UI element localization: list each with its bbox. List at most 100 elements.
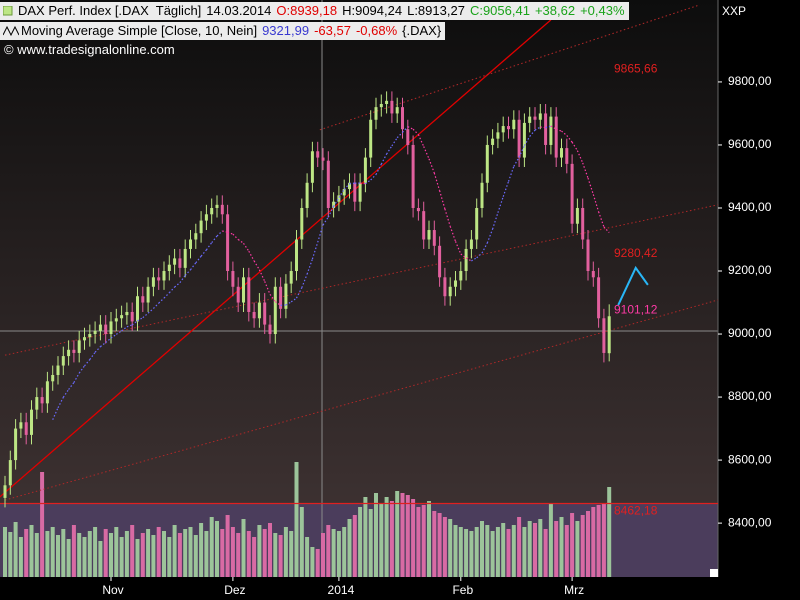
candle-body bbox=[448, 286, 452, 297]
volume-bar bbox=[331, 529, 336, 577]
candle-body bbox=[183, 248, 187, 268]
indicator-name: Moving Average Simple [Close, 10, Nein] bbox=[21, 23, 258, 38]
ma-segment bbox=[486, 228, 494, 244]
quote-header: DAX Perf. Index [.DAX Täglich] 14.03.201… bbox=[0, 2, 629, 20]
ma-segment bbox=[105, 337, 112, 344]
volume-bar bbox=[103, 529, 108, 577]
volume-bar bbox=[559, 517, 564, 577]
volume-bar bbox=[13, 522, 18, 577]
forecast-line bbox=[617, 265, 649, 306]
volume-bar bbox=[538, 519, 543, 577]
candle-body bbox=[332, 201, 336, 208]
y-tick-label: 9600,00 bbox=[728, 137, 772, 151]
ma-segment bbox=[184, 269, 191, 276]
ma-segment bbox=[152, 302, 160, 309]
ma-segment bbox=[190, 262, 197, 271]
volume-bar bbox=[246, 531, 251, 577]
volume-bar bbox=[8, 532, 13, 577]
x-tick-label: Dez bbox=[224, 583, 245, 597]
ma-segment bbox=[142, 312, 149, 319]
ma-segment bbox=[550, 125, 557, 130]
volume-bar bbox=[607, 487, 612, 577]
volume-bar bbox=[548, 503, 553, 577]
ma-segment bbox=[62, 389, 70, 398]
volume-bar bbox=[554, 521, 559, 577]
ma-segment bbox=[306, 258, 313, 275]
candle-body bbox=[512, 119, 516, 130]
candle-body bbox=[268, 324, 272, 335]
ma-segment bbox=[534, 126, 541, 131]
volume-bar bbox=[464, 529, 469, 577]
ma-segment bbox=[365, 179, 372, 185]
trend-line bbox=[319, 4, 700, 131]
candle-body bbox=[575, 207, 579, 224]
candle-body bbox=[522, 122, 526, 158]
volume-bar bbox=[421, 505, 426, 577]
volume-bar bbox=[448, 519, 453, 577]
y-axis-title: XXP bbox=[722, 4, 746, 18]
candle-body bbox=[464, 248, 468, 272]
indicator-header: Moving Average Simple [Close, 10, Nein] … bbox=[0, 22, 446, 40]
candle-body bbox=[77, 340, 81, 353]
indicator-value: 9321,99 bbox=[262, 23, 310, 38]
ma-segment bbox=[529, 129, 536, 137]
volume-bar bbox=[29, 525, 34, 577]
candle-body bbox=[130, 311, 134, 322]
volume-bar bbox=[268, 523, 272, 577]
candle-body bbox=[51, 375, 55, 382]
y-tick-label: 8800,00 bbox=[728, 389, 772, 403]
x-tick-label: Feb bbox=[452, 583, 473, 597]
volume-bar bbox=[575, 521, 580, 577]
volume-bar bbox=[427, 501, 431, 577]
volume-bar bbox=[596, 505, 601, 577]
candle-body bbox=[554, 116, 558, 158]
x-tick-label: Mrz bbox=[564, 583, 584, 597]
ma-segment bbox=[232, 233, 239, 240]
trend-line bbox=[4, 299, 718, 501]
candle-body bbox=[326, 160, 330, 208]
level-label: 9280,42 bbox=[614, 246, 658, 260]
quote-close: C:9056,41 bbox=[469, 3, 530, 18]
candle-body bbox=[61, 356, 65, 366]
ma-segment bbox=[417, 134, 425, 147]
volume-bar bbox=[24, 529, 29, 577]
ma-segment bbox=[343, 183, 350, 190]
volume-bar bbox=[315, 549, 320, 577]
ma-segment bbox=[264, 281, 271, 295]
volume-bar bbox=[204, 531, 209, 577]
ma-segment bbox=[386, 145, 393, 155]
candle-body bbox=[581, 207, 585, 240]
candle-body bbox=[3, 485, 7, 498]
volume-bar bbox=[570, 513, 575, 577]
candle-body bbox=[528, 116, 532, 123]
candle-body bbox=[226, 214, 230, 272]
ma-segment bbox=[433, 172, 441, 191]
volume-bar bbox=[405, 495, 410, 577]
candle-body bbox=[204, 214, 208, 221]
candle-body bbox=[379, 103, 383, 108]
ma-segment bbox=[290, 297, 297, 303]
volume-bar bbox=[172, 525, 177, 577]
volume-bar bbox=[506, 529, 511, 577]
ma-segment bbox=[465, 257, 472, 262]
ma-segment bbox=[540, 126, 546, 129]
ma-segment bbox=[471, 257, 478, 262]
candle-body bbox=[157, 277, 161, 281]
ma-segment bbox=[205, 242, 213, 251]
candle-body bbox=[14, 428, 18, 461]
volume-bar bbox=[71, 525, 76, 577]
ma-segment bbox=[163, 292, 170, 299]
volume-bar bbox=[363, 497, 368, 577]
candle-body bbox=[342, 189, 346, 196]
candle-body bbox=[236, 286, 240, 303]
indicator-change: -63,57 bbox=[314, 23, 351, 38]
volume-bar bbox=[289, 531, 294, 577]
candle-body bbox=[385, 100, 389, 104]
candle-body bbox=[40, 397, 44, 404]
y-axis-panel bbox=[718, 0, 800, 600]
ma-segment bbox=[587, 177, 594, 195]
candle-body bbox=[469, 239, 473, 249]
ma-segment bbox=[227, 231, 234, 235]
ma-segment bbox=[200, 249, 207, 257]
volume-bar bbox=[458, 527, 463, 577]
